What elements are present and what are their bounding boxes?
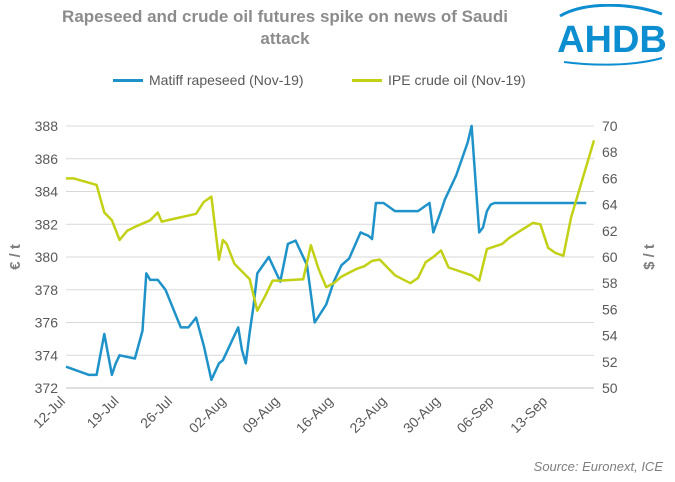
x-tick-label: 26-Jul (137, 393, 175, 431)
y-left-tick-label: 376 (35, 315, 59, 331)
y-right-tick-label: 60 (602, 249, 618, 265)
y-left-tick-label: 374 (35, 347, 59, 363)
y-right-tick-label: 58 (602, 275, 618, 291)
y-right-tick-label: 62 (602, 223, 618, 239)
logo-swoosh-icon (559, 4, 663, 18)
y-right-tick-label: 52 (602, 354, 618, 370)
legend-item-rapeseed: Matiff rapeseed (Nov-19) (113, 72, 304, 88)
legend-item-crude: IPE crude oil (Nov-19) (352, 72, 526, 88)
y-left-tick-label: 380 (35, 249, 59, 265)
y-left-tick-label: 372 (35, 380, 59, 396)
x-tick-label: 09-Aug (239, 393, 282, 436)
y-right-tick-label: 68 (602, 144, 618, 160)
y-right-tick-label: 70 (602, 118, 618, 134)
source-note: Source: Euronext, ICE (533, 459, 663, 474)
y-left-axis-title: € / t (7, 244, 24, 270)
chart-title: Rapeseed and crude oil futures spike on … (0, 6, 570, 50)
x-tick-label: 06-Sep (453, 393, 496, 436)
y-left-tick-label: 388 (35, 118, 59, 134)
legend-label-rapeseed: Matiff rapeseed (Nov-19) (149, 72, 304, 88)
x-tick-label: 13-Sep (507, 393, 550, 436)
y-right-tick-label: 50 (602, 380, 618, 396)
x-tick-label: 12-Jul (30, 393, 68, 431)
chart-title-line2: attack (260, 29, 310, 48)
y-right-tick-label: 54 (602, 328, 618, 344)
x-tick-label: 16-Aug (293, 393, 336, 436)
y-right-tick-label: 56 (602, 301, 618, 317)
x-tick-label: 23-Aug (346, 393, 389, 436)
x-tick-label: 19-Jul (83, 393, 121, 431)
legend-label-crude: IPE crude oil (Nov-19) (388, 72, 526, 88)
y-left-tick-label: 384 (35, 184, 59, 200)
y-left-tick-label: 386 (35, 151, 59, 167)
y-left-tick-label: 382 (35, 216, 59, 232)
series-line-crude (66, 140, 596, 312)
legend-swatch-rapeseed (113, 78, 143, 82)
series-line-rapeseed (65, 124, 587, 382)
y-left-tick-label: 378 (35, 282, 59, 298)
x-tick-label: 02-Aug (186, 393, 229, 436)
logo-underline-swoosh-icon (563, 57, 663, 66)
y-right-axis-title: $ / t (641, 244, 658, 270)
y-right-tick-label: 64 (602, 197, 618, 213)
chart-title-line1: Rapeseed and crude oil futures spike on … (62, 7, 508, 26)
legend-swatch-crude (352, 78, 382, 82)
logo-text: AHDB (557, 19, 667, 61)
ahdb-logo: AHDB (557, 4, 667, 66)
y-right-tick-label: 66 (602, 170, 618, 186)
chart-legend: Matiff rapeseed (Nov-19) IPE crude oil (… (0, 72, 675, 92)
x-tick-label: 30-Aug (400, 393, 443, 436)
